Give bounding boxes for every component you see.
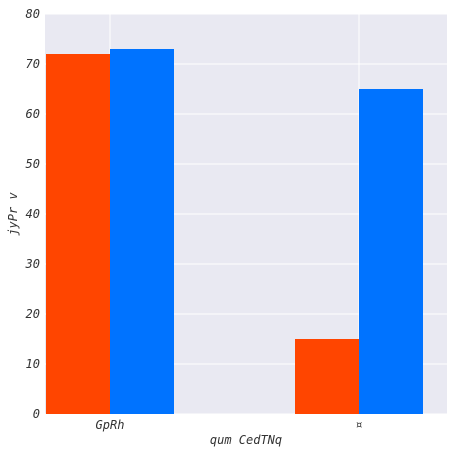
y-tick-label: 60 (26, 107, 40, 121)
y-axis-label: jyPr v (6, 192, 20, 236)
y-tick-label: 80 (26, 7, 40, 21)
y-tick-label: 10 (26, 357, 40, 371)
x-axis-label: qum CedTNq (210, 433, 282, 447)
y-tick-label: 20 (26, 307, 40, 321)
x-tick-label: GpRh (96, 418, 125, 432)
bar (295, 339, 359, 414)
y-tick-label: 30 (25, 257, 40, 271)
bar (110, 49, 174, 414)
y-tick-label: 0 (33, 407, 40, 421)
x-tick-labels: GpRh ¤ (96, 418, 363, 432)
bar (359, 89, 423, 414)
bar (46, 54, 110, 414)
x-tick-label: ¤ (355, 418, 362, 432)
y-tick-labels: 0 10 20 30 40 50 60 70 80 (25, 7, 40, 421)
bars (46, 49, 423, 414)
y-tick-label: 50 (26, 157, 40, 171)
y-tick-label: 70 (26, 57, 40, 71)
y-tick-label: 40 (26, 207, 40, 221)
